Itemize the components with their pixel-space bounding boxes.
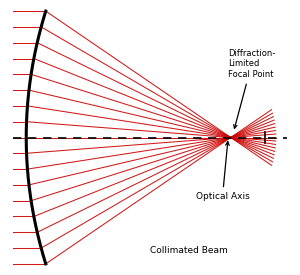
Text: Optical Axis: Optical Axis [196, 142, 249, 201]
Text: Diffraction-
Limited
Focal Point: Diffraction- Limited Focal Point [228, 49, 275, 128]
Text: Collimated Beam: Collimated Beam [150, 246, 228, 255]
